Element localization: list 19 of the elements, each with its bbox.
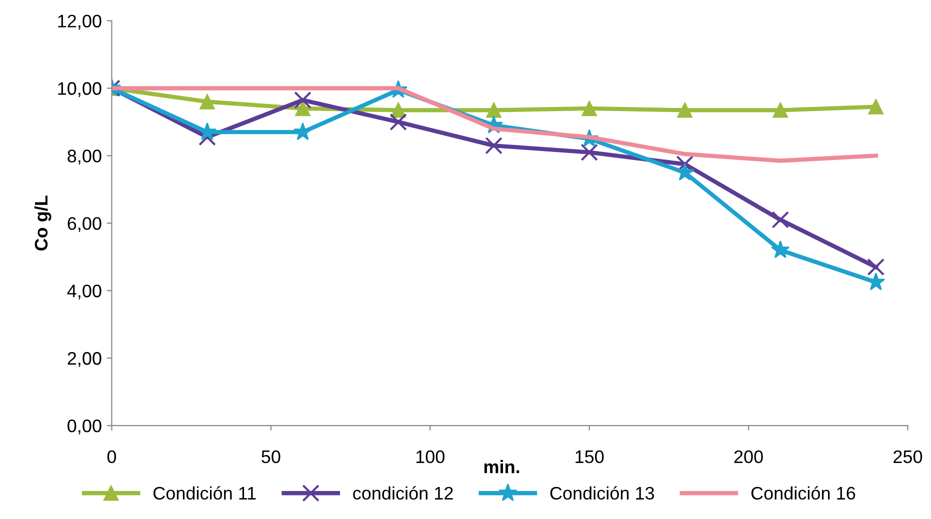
y-tick-label: 2,00 xyxy=(68,352,102,367)
x-tick-label: 100 xyxy=(416,450,444,464)
y-tick-label: 0,00 xyxy=(68,420,102,434)
legend-label: Condición 13 xyxy=(550,486,654,500)
y-tick-label: 8,00 xyxy=(68,150,102,165)
y-tick-label: 4,00 xyxy=(67,284,102,300)
x-axis-title: min. xyxy=(484,460,520,474)
x-tick-label: 200 xyxy=(734,450,763,464)
legend-label: condición 12 xyxy=(353,486,453,500)
x-tick-label: 0 xyxy=(107,450,116,464)
y-axis-title: Co g/L xyxy=(34,196,52,251)
legend-label: Condición 16 xyxy=(751,486,856,500)
y-tick-label: 12,00 xyxy=(58,14,102,30)
y-tick-label: 10,00 xyxy=(58,82,102,98)
y-tick-label: 6,00 xyxy=(68,217,102,232)
x-tick-label: 50 xyxy=(262,450,280,464)
x-tick-label: 150 xyxy=(576,450,604,464)
x-tick-label: 250 xyxy=(894,450,922,464)
legend-label: Condición 11 xyxy=(153,486,256,500)
